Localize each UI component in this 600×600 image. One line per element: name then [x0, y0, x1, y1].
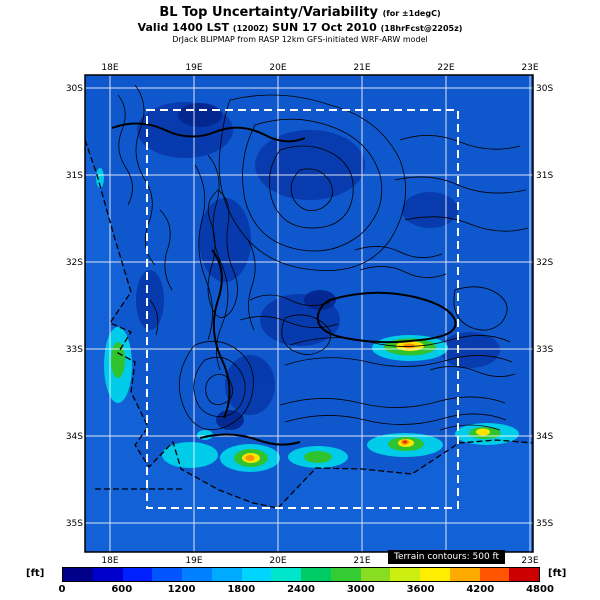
axis-label-lon-top: 19E: [185, 63, 202, 73]
axis-label-lat-right: 31S: [536, 171, 553, 181]
colorbar-segment: [420, 568, 450, 581]
colorbar: [62, 567, 540, 582]
page-title: BL Top Uncertainty/Variability: [159, 5, 379, 20]
map-border: [84, 74, 534, 553]
colorbar-tick-label: 3000: [346, 584, 375, 595]
colorbar-tick-label: 3600: [406, 584, 435, 595]
axis-label-lat-right: 32S: [536, 258, 553, 268]
colorbar-segment: [509, 568, 539, 581]
title-note: (for ±1degC): [382, 9, 441, 18]
valid-zulu: (1200Z): [232, 24, 269, 33]
colorbar-tick-label: 600: [111, 584, 133, 595]
colorbar-segment: [63, 568, 93, 581]
colorbar-tick-label: 1200: [167, 584, 196, 595]
ocean-fill: [85, 140, 533, 552]
axis-label-lat-right: 33S: [536, 345, 553, 355]
axis-label-lat-left: 33S: [66, 345, 83, 355]
axis-label-lat-right: 34S: [536, 432, 553, 442]
valid-date: SUN 17 Oct 2010: [272, 21, 377, 34]
colorbar-segment: [390, 568, 420, 581]
high-value-patches: [96, 168, 519, 472]
colorbar-segment: [241, 568, 272, 581]
terrain-contours-note: Terrain contours: 500 ft: [388, 550, 506, 564]
colorbar-tick-label: 4200: [466, 584, 495, 595]
valid-time-line: Valid 1400 LST (1200Z) SUN 17 Oct 2010 (…: [0, 21, 600, 35]
colorbar-segment: [271, 568, 301, 581]
axis-label-lat-left: 34S: [66, 432, 83, 442]
axis-label-lat-left: 30S: [66, 84, 83, 94]
colorbar-segment: [449, 568, 480, 581]
colorbar-segment: [479, 568, 510, 581]
axis-label-lon-bottom: 23E: [521, 556, 538, 566]
colorbar-tick-label: 2400: [287, 584, 315, 595]
axis-label-lon-top: 21E: [353, 63, 370, 73]
valid-fcst: (18hrFcst@2205z): [380, 24, 463, 33]
colorbar-segment: [92, 568, 123, 581]
axis-label-lon-top: 20E: [269, 63, 286, 73]
axis-label-lon-bottom: 20E: [269, 556, 286, 566]
axis-label-lat-right: 30S: [536, 84, 553, 94]
coastline: [85, 139, 533, 509]
colorbar-tick-label: 0: [58, 584, 66, 595]
colorbar-unit-left: [ft]: [26, 568, 45, 579]
terrain-contours: [117, 84, 529, 431]
colorbar-segment: [182, 568, 212, 581]
inner-domain-box: [146, 109, 459, 509]
axis-label-lat-left: 32S: [66, 258, 83, 268]
colorbar-segment: [330, 568, 361, 581]
terrain-contours-bold: [111, 122, 457, 446]
axis-label-lat-left: 35S: [66, 519, 83, 529]
axis-label-lon-bottom: 18E: [101, 556, 118, 566]
page-title-line: BL Top Uncertainty/Variability (for ±1de…: [0, 5, 600, 21]
axis-label-lon-bottom: 19E: [185, 556, 202, 566]
colorbar-tick-label: 4800: [526, 584, 554, 595]
colorbar-tick-label: 1800: [227, 584, 256, 595]
axis-label-lat-right: 35S: [536, 519, 553, 529]
axis-label-lat-left: 31S: [66, 171, 83, 181]
valid-prefix: Valid 1400 LST: [137, 21, 230, 34]
colorbar-segment: [122, 568, 153, 581]
colorbar-segment: [152, 568, 182, 581]
colorbar-segment: [301, 568, 331, 581]
colorbar-segment: [360, 568, 391, 581]
model-line: DrJack BLIPMAP from RASP 12km GFS-initia…: [172, 35, 428, 44]
axis-label-lon-bottom: 21E: [353, 556, 370, 566]
axis-label-lon-top: 22E: [437, 63, 454, 73]
colorbar-segment: [211, 568, 242, 581]
header: BL Top Uncertainty/Variability (for ±1de…: [0, 5, 600, 45]
axis-label-lon-top: 18E: [101, 63, 118, 73]
axis-label-lon-top: 23E: [521, 63, 538, 73]
colorbar-unit-right: [ft]: [548, 568, 567, 579]
map-canvas: [85, 75, 533, 552]
